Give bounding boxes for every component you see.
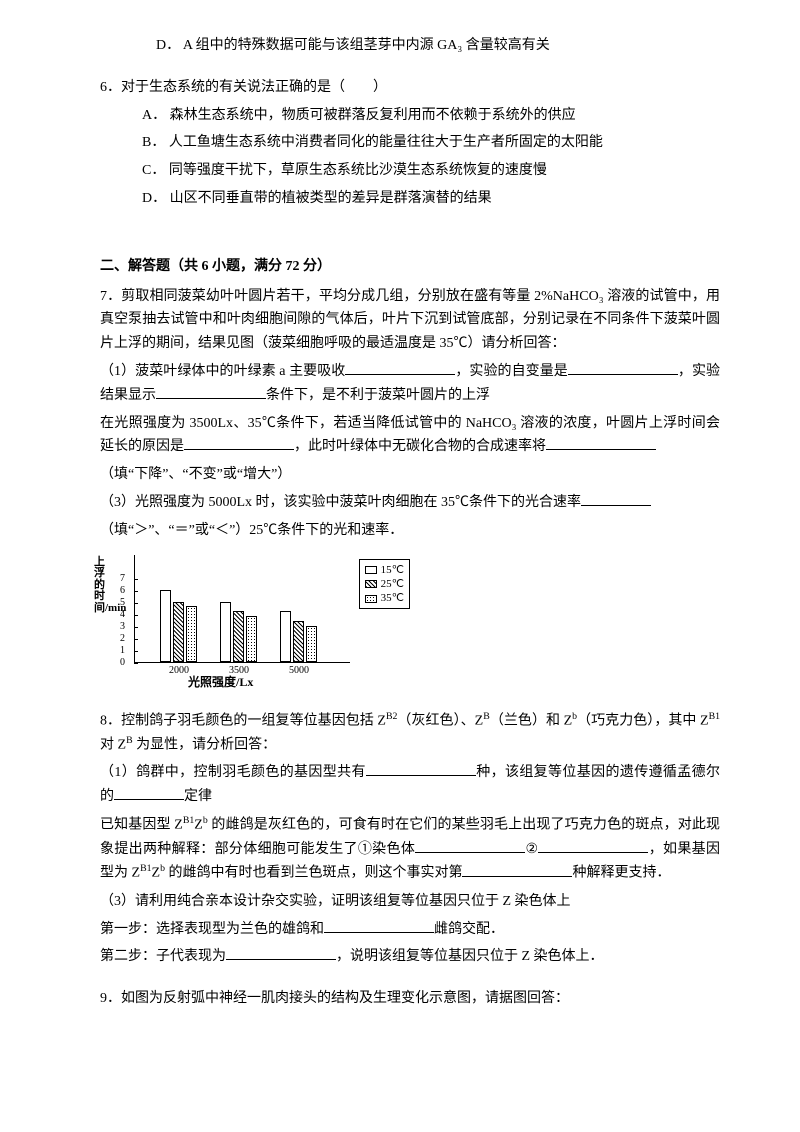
q7-part1: （1）菠菜叶绿体中的叶绿素 a 主要吸收，实验的自变量是，实验结果显示条件下，是… — [100, 360, 720, 408]
chart-legend: 15℃ 25℃ 35℃ — [359, 559, 410, 610]
q8-step1: 第一步：选择表现型为兰色的雄鸽和 雌鸽交配． — [100, 918, 720, 942]
q7-p2-text-b: ，此时叶绿体中无碳化合物的合成速率将 — [294, 439, 546, 454]
q8-stem: 8．控制鸽子羽毛颜色的一组复等位基因包括 ZB2（灰红色）、ZB（兰色）和 Zb… — [100, 709, 720, 758]
q7-chart: 上浮的时间/min 01234567 200035005000 光照强度/Lx … — [100, 549, 400, 689]
t: 的雌鸽中有时也看到兰色斑点，则这个事实对第 — [165, 866, 463, 881]
chart-bar — [233, 611, 244, 661]
t: ，说明该组复等位基因只位于 Z 染色体上． — [336, 949, 604, 964]
chart-y-tick: 5 — [120, 598, 125, 608]
q8-part1: （1）鸽群中，控制羽毛颜色的基因型共有种，该组复等位基因的遗传遵循孟德尔的定律 — [100, 761, 720, 809]
q7-part2b: （填“下降”、“不变”或“增大”） — [100, 463, 720, 487]
q7-stem: 7．剪取相同菠菜幼叶叶圆片若干，平均分成几组，分别放在盛有等量 2%NaHCO₃… — [100, 285, 720, 356]
q8-part3: （3）请利用纯合亲本设计杂交实验，证明该组复等位基因只位于 Z 染色体上 — [100, 890, 720, 914]
t: 已知基因型 Z — [100, 818, 183, 833]
q8-part2: 已知基因型 ZB1Zb 的雌鸽是灰红色的，可食有时在它们的某些羽毛上出现了巧克力… — [100, 813, 720, 886]
chart-bar — [220, 602, 231, 662]
chart-y-label: 上浮的时间/min — [94, 557, 108, 615]
t: 第一步：选择表现型为兰色的雄鸽和 — [100, 922, 324, 937]
t: （1）鸽群中，控制羽毛颜色的基因型共有 — [100, 765, 366, 780]
legend-swatch — [365, 580, 377, 588]
blank — [538, 838, 648, 853]
t: （兰色）和 Z — [490, 713, 572, 728]
blank — [581, 491, 651, 506]
legend-label: 15℃ — [381, 564, 404, 576]
t: 为显性，请分析回答： — [133, 738, 277, 753]
q6-stem: 6．对于生态系统的有关说法正确的是（ ） — [100, 76, 720, 100]
chart-y-tick: 3 — [120, 622, 125, 632]
q7-p1-text-d: 条件下，是不利于菠菜叶圆片的上浮 — [266, 388, 490, 403]
t: ② — [525, 842, 538, 857]
legend-swatch — [365, 595, 377, 603]
t: 定律 — [184, 789, 212, 804]
q7-part3: （3）光照强度为 5000Lx 时，该实验中菠菜叶肉细胞在 35℃条件下的光合速… — [100, 491, 720, 515]
chart-x-label: 光照强度/Lx — [188, 672, 253, 692]
blank — [568, 360, 678, 375]
legend-label: 35℃ — [381, 592, 404, 604]
q7-p1-text-a: （1）菠菜叶绿体中的叶绿素 a 主要吸收 — [100, 364, 345, 379]
chart-y-tick: 0 — [120, 658, 125, 668]
t: 雌鸽交配． — [434, 922, 504, 937]
blank — [345, 360, 455, 375]
chart-legend-item: 35℃ — [365, 591, 404, 605]
q5-option-d: D． A 组中的特殊数据可能与该组茎芽中内源 GA₃ 含量较高有关 — [100, 34, 720, 58]
t: （灰红色）、Z — [397, 713, 483, 728]
q9-stem: 9．如图为反射弧中神经一肌肉接头的结构及生理变化示意图，请据图回答： — [100, 987, 720, 1011]
blank — [462, 862, 572, 877]
chart-bar — [306, 626, 317, 662]
q7-p1-text-b: ，实验的自变量是 — [455, 364, 568, 379]
chart-y-tick: 6 — [120, 586, 125, 596]
chart-legend-item: 15℃ — [365, 563, 404, 577]
chart-legend-item: 25℃ — [365, 577, 404, 591]
section-2-title: 二、解答题（共 6 小题，满分 72 分） — [100, 255, 720, 279]
blank — [156, 384, 266, 399]
t: 种解释更支持． — [572, 866, 670, 881]
chart-y-tick: 7 — [120, 574, 125, 584]
chart-bar — [280, 611, 291, 661]
t: 8．控制鸽子羽毛颜色的一组复等位基因包括 Z — [100, 713, 386, 728]
chart-y-tick: 1 — [120, 646, 125, 656]
t: 第二步：子代表现为 — [100, 949, 226, 964]
q8-step2: 第二步：子代表现为 ，说明该组复等位基因只位于 Z 染色体上． — [100, 945, 720, 969]
blank — [546, 435, 656, 450]
blank — [226, 945, 336, 960]
q6-option-a: A． 森林生态系统中，物质可被群落反复利用而不依赖于系统外的供应 — [100, 104, 720, 128]
t: 对 Z — [100, 738, 126, 753]
chart-bar — [173, 602, 184, 662]
q7-p3-text-a: （3）光照强度为 5000Lx 时，该实验中菠菜叶肉细胞在 35℃条件下的光合速… — [100, 495, 581, 510]
chart-y-tick: 4 — [120, 610, 125, 620]
blank — [324, 918, 434, 933]
legend-label: 25℃ — [381, 578, 404, 590]
chart-bar — [160, 590, 171, 662]
q6-option-b: B． 人工鱼塘生态系统中消费者同化的能量往往大于生产者所固定的太阳能 — [100, 131, 720, 155]
chart-x-tick: 2000 — [169, 662, 189, 679]
chart-bar — [186, 606, 197, 661]
legend-swatch — [365, 566, 377, 574]
chart-y-tick: 2 — [120, 634, 125, 644]
chart-bar — [293, 621, 304, 662]
blank — [184, 435, 294, 450]
blank — [366, 761, 476, 776]
chart-x-tick: 5000 — [289, 662, 309, 679]
blank — [415, 838, 525, 853]
q6-option-d: D． 山区不同垂直带的植被类型的差异是群落演替的结果 — [100, 187, 720, 211]
blank — [114, 785, 184, 800]
t: （巧克力色），其中 Z — [577, 713, 709, 728]
q6-option-c: C． 同等强度干扰下，草原生态系统比沙漠生态系统恢复的速度慢 — [100, 159, 720, 183]
q7-part2: 在光照强度为 3500Lx、35℃条件下，若适当降低试管中的 NaHCO₃ 溶液… — [100, 412, 720, 460]
q7-part3b: （填“＞”、“＝”或“＜”）25℃条件下的光和速率． — [100, 519, 720, 543]
chart-bar — [246, 616, 257, 662]
chart-y-axis — [134, 555, 135, 663]
